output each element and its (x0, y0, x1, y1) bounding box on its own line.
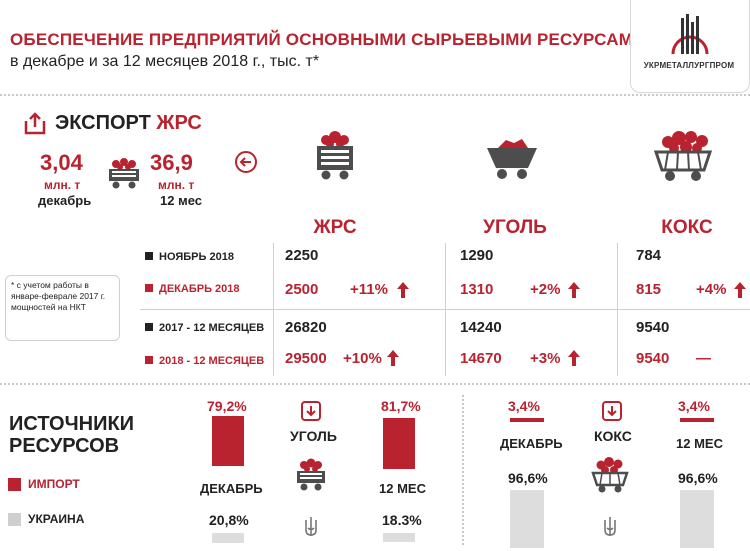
export-year-unit: млн. т (158, 178, 195, 192)
row-label-text: НОЯБРЬ 2018 (159, 251, 234, 263)
coal-year-ukraine-bar (383, 533, 415, 543)
cell-2018-coal: 14670 (460, 350, 502, 367)
coal-year-import-pct: 81,7% (381, 398, 421, 414)
cell-2018-ore: 29500 (285, 350, 327, 367)
up-arrow-icon (387, 350, 399, 366)
sources-title: ИСТОЧНИКИ РЕСУРСОВ (9, 413, 134, 457)
divider-top (0, 94, 750, 96)
coal-dec-ukraine-pct: 20,8% (209, 512, 249, 528)
table-row-divider (140, 309, 750, 310)
change-dec-coal: +2% (530, 281, 561, 298)
trident-icon (604, 517, 616, 536)
legend-ukraine-swatch (8, 513, 21, 526)
legend-square (145, 356, 153, 364)
cell-2017-coal: 14240 (460, 319, 502, 336)
logo-icon (671, 14, 709, 55)
coal-source-cart-icon (297, 458, 325, 491)
coke-dec-label: ДЕКАБРЬ (500, 436, 563, 451)
row-label-2017: 2017 - 12 МЕСЯЦЕВ (145, 322, 264, 334)
row-label-2018: 2018 - 12 МЕСЯЦЕВ (145, 355, 264, 367)
download-icon (602, 401, 622, 421)
trident-icon (305, 517, 317, 536)
export-icon (24, 112, 46, 135)
cell-2017-ore: 26820 (285, 319, 327, 336)
coke-label: КОКС (594, 428, 632, 444)
sources-title-line2: РЕСУРСОВ (9, 435, 120, 457)
up-arrow-icon (734, 282, 746, 298)
cell-dec-ore: 2500 (285, 281, 319, 298)
cell-dec-coke: 815 (636, 281, 662, 298)
change-2018-ore: +10% (343, 350, 382, 367)
coke-dec-import-pct: 3,4% (508, 398, 540, 414)
coal-year-ukraine-pct: 18.3% (382, 512, 422, 528)
column-header-coal: УГОЛЬ (483, 217, 547, 238)
legend-import: ИМПОРТ (28, 477, 80, 491)
cell-nov-ore: 2250 (285, 247, 319, 264)
download-icon (301, 401, 321, 421)
coal-year-label: 12 МЕС (379, 481, 426, 496)
up-arrow-icon (568, 350, 580, 366)
cell-dec-coal: 1310 (460, 281, 494, 298)
coal-dec-label: ДЕКАБРЬ (200, 481, 263, 496)
legend-import-swatch (8, 478, 21, 491)
cell-nov-coke: 784 (636, 247, 662, 264)
legend-square (145, 284, 153, 292)
coal-dec-import-bar (212, 416, 244, 466)
logo (630, 0, 750, 93)
coke-year-ukraine-pct: 96,6% (678, 470, 718, 486)
coal-year-import-bar (383, 418, 415, 469)
coke-year-import-pct: 3,4% (678, 398, 710, 414)
row-label-text: 2017 - 12 МЕСЯЦЕВ (159, 322, 265, 334)
coke-year-label: 12 МЕС (676, 436, 723, 451)
row-label-text: 2018 - 12 МЕСЯЦЕВ (159, 355, 265, 367)
cell-2018-coke: 9540 (636, 350, 670, 367)
ore-cart-icon (317, 131, 353, 180)
row-label-dec: ДЕКАБРЬ 2018 (145, 283, 240, 295)
change-dec-ore: +11% (350, 281, 388, 298)
row-label-text: ДЕКАБРЬ 2018 (159, 283, 240, 295)
sources-title-line1: ИСТОЧНИКИ (9, 413, 135, 435)
coal-cart-icon (487, 139, 537, 179)
sources-divider (462, 395, 464, 545)
row-label-nov: НОЯБРЬ 2018 (145, 251, 234, 263)
export-year-value: 36,9 (150, 150, 193, 175)
coke-dec-import-bar (510, 418, 544, 423)
page-title: ОБЕСПЕЧЕНИЕ ПРЕДПРИЯТИЙ ОСНОВНЫМИ СЫРЬЕВ… (10, 30, 646, 49)
divider-middle (0, 383, 750, 385)
coke-year-import-bar (680, 418, 714, 423)
coke-year-ukraine-bar (680, 490, 714, 548)
coal-label: УГОЛЬ (290, 428, 337, 444)
cell-2017-coke: 9540 (636, 319, 670, 336)
logo-text: УКРМЕТАЛЛУРГПРОМ (643, 61, 735, 70)
export-title-prefix: ЭКСПОРТ (55, 112, 157, 134)
coal-dec-import-pct: 79,2% (207, 398, 247, 414)
export-year-label: 12 мес (160, 193, 202, 208)
page-subtitle: в декабре и за 12 месяцев 2018 г., тыс. … (10, 53, 320, 70)
legend-ukraine: УКРАИНА (28, 512, 85, 526)
coal-dec-ukraine-bar (212, 533, 244, 544)
export-dec-label: декабрь (38, 193, 92, 208)
column-header-coke: КОКС (661, 217, 713, 238)
export-dec-unit: млн. т (44, 178, 81, 192)
coke-dec-ukraine-pct: 96,6% (508, 470, 548, 486)
small-cart-icon (109, 158, 139, 189)
change-2018-coal: +3% (530, 350, 561, 367)
back-arrow-icon (235, 151, 257, 173)
footnote: * с учетом работы в январе-феврале 2017 … (5, 275, 120, 341)
change-2018-coke: — (696, 350, 711, 367)
up-arrow-icon (397, 282, 409, 298)
coke-dec-ukraine-bar (510, 490, 544, 548)
cell-nov-coal: 1290 (460, 247, 494, 264)
coke-source-cart-icon (591, 457, 629, 493)
column-header-ore: ЖРС (313, 217, 357, 238)
export-title-accent: ЖРС (156, 112, 202, 134)
coke-cart-icon (653, 131, 713, 181)
legend-square (145, 323, 153, 331)
export-dec-value: 3,04 (40, 150, 83, 175)
up-arrow-icon (568, 282, 580, 298)
export-title: ЭКСПОРТ ЖРС (55, 112, 202, 135)
change-dec-coke: +4% (696, 281, 727, 298)
legend-square (145, 252, 153, 260)
